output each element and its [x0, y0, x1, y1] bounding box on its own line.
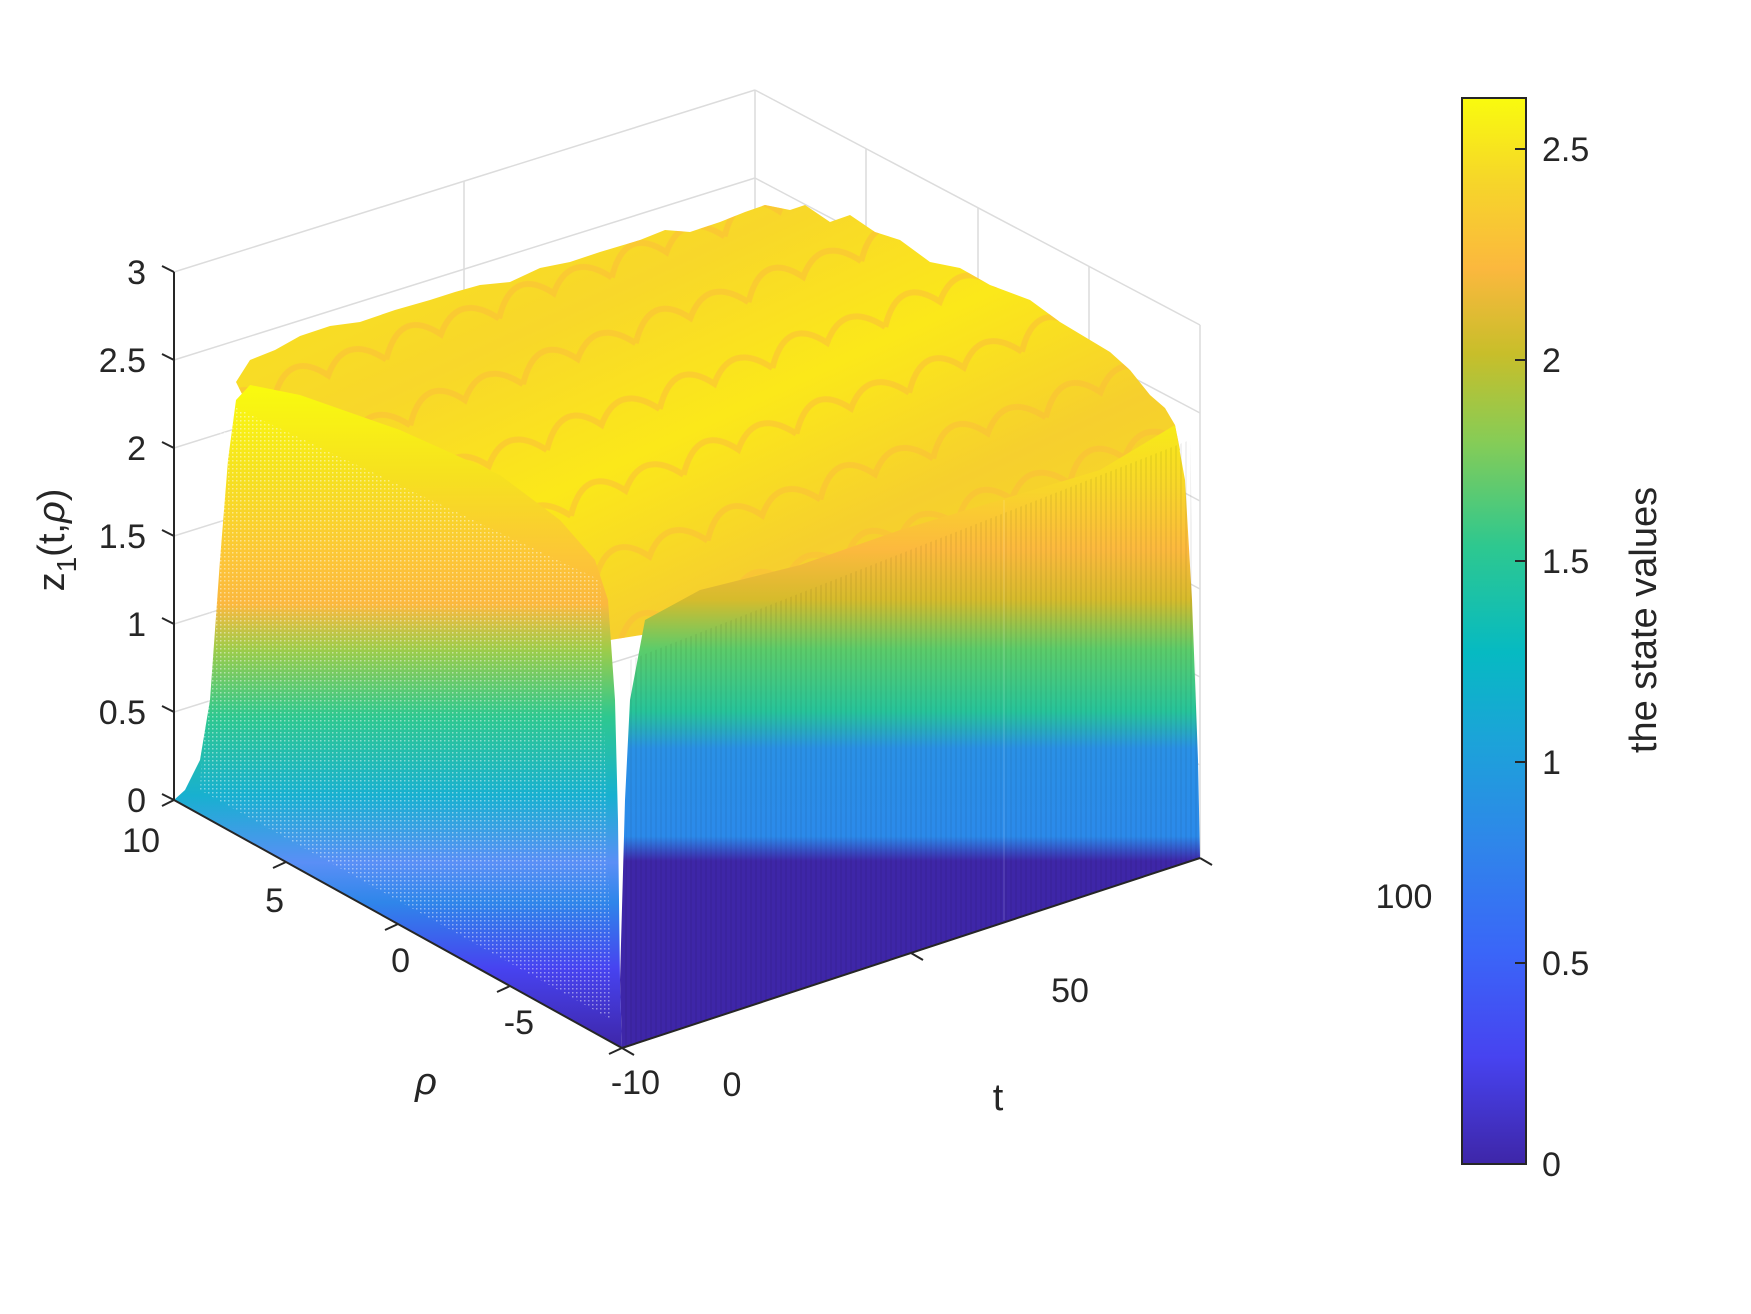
svg-text:50: 50: [1051, 972, 1089, 1010]
svg-text:3: 3: [127, 254, 146, 292]
svg-text:-5: -5: [504, 1004, 534, 1042]
colorbar: 0 0.5 1 1.5 2 2.5 the state values: [1461, 97, 1665, 1184]
svg-text:0: 0: [391, 942, 410, 980]
svg-text:0: 0: [723, 1066, 742, 1104]
svg-text:0.5: 0.5: [1542, 945, 1589, 983]
svg-text:-10: -10: [611, 1064, 660, 1102]
svg-text:z1(t,ρ): z1(t,ρ): [31, 489, 82, 592]
t-tick-labels: 0 50 100: [723, 878, 1433, 1104]
svg-text:0: 0: [127, 782, 146, 820]
svg-text:2.5: 2.5: [1542, 131, 1589, 169]
svg-text:1: 1: [1542, 744, 1561, 782]
svg-text:5: 5: [265, 882, 284, 920]
rho-tick-labels: 10 5 0 -5 -10: [122, 822, 660, 1102]
svg-text:2.5: 2.5: [99, 342, 146, 380]
svg-text:1: 1: [127, 606, 146, 644]
svg-text:1.5: 1.5: [1542, 543, 1589, 581]
svg-text:2: 2: [127, 430, 146, 468]
colorbar-label: the state values: [1623, 487, 1665, 753]
svg-text:1.5: 1.5: [99, 518, 146, 556]
svg-text:0.5: 0.5: [99, 694, 146, 732]
svg-text:10: 10: [122, 822, 160, 860]
z-axis-label: z1(t,ρ): [31, 489, 82, 592]
z-tick-labels: 0 0.5 1 1.5 2 2.5 3: [99, 254, 146, 820]
axis-ticks: [161, 265, 1213, 1056]
svg-text:100: 100: [1376, 878, 1433, 916]
surface-plot: [174, 205, 1200, 1048]
t-axis-label: t: [993, 1077, 1004, 1119]
svg-text:2: 2: [1542, 342, 1561, 380]
svg-text:0: 0: [1542, 1146, 1561, 1184]
rho-axis-label: ρ: [414, 1061, 437, 1103]
